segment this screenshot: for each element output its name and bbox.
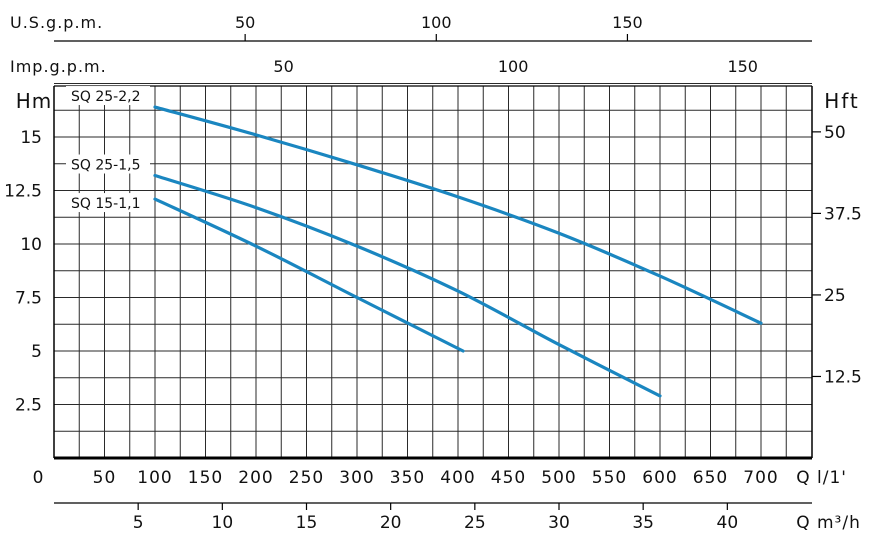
bottom-tick-label: 50 <box>93 468 117 488</box>
bottom-zero-label: 0 <box>33 468 44 488</box>
bottom-tick-label: 550 <box>592 468 627 488</box>
series-label-sq-15-1-1: SQ 15-1,1 <box>71 196 141 212</box>
us-gpm-tick-label: 150 <box>612 13 643 32</box>
bottom-tick-label: 600 <box>642 468 677 488</box>
bottom-tick-label: 700 <box>743 468 778 488</box>
right-axis-label: Hft <box>824 89 860 113</box>
left-tick-label: 15 <box>20 128 42 148</box>
m3h-tick-label: 20 <box>380 513 402 533</box>
us-gpm-tick-label: 100 <box>421 13 452 32</box>
series-label-bg <box>66 193 150 213</box>
imp-gpm-tick-label: 150 <box>727 57 758 76</box>
bottom-unit-label: l/1' <box>817 468 847 488</box>
bottom-tick-label: 400 <box>440 468 475 488</box>
bottom-tick-label: 250 <box>289 468 324 488</box>
left-tick-label: 12.5 <box>4 182 42 202</box>
grid <box>53 34 821 510</box>
bottom-tick-label: 200 <box>238 468 273 488</box>
m3h-tick-label: 35 <box>632 513 654 533</box>
bottom-tick-label: 100 <box>137 468 172 488</box>
imp-gpm-tick-label: 50 <box>273 57 293 76</box>
series-label-sq-25-1-5: SQ 25-1,5 <box>71 158 141 174</box>
curve-sq-15-1-1 <box>153 197 465 353</box>
right-tick-label: 50 <box>824 123 846 143</box>
left-tick-label: 7.5 <box>15 289 42 309</box>
right-tick-label: 37.5 <box>824 204 862 224</box>
m3h-tick-label: 5 <box>133 513 144 533</box>
curve-sq-25-2-2 <box>153 105 763 325</box>
curve-sq-25-1-5 <box>153 173 662 398</box>
m3h-q-label: Q <box>796 513 809 533</box>
series-label-bg <box>66 86 150 106</box>
left-tick-label: 2.5 <box>15 396 42 416</box>
series-label-bg <box>66 154 150 174</box>
m3h-tick-label: 25 <box>464 513 486 533</box>
m3h-tick-label: 15 <box>296 513 318 533</box>
m3h-unit-label: m³/h <box>817 513 861 533</box>
series-label-sq-25-2-2: SQ 25-2,2 <box>71 89 141 105</box>
bottom-tick-label: 500 <box>541 468 576 488</box>
curves <box>153 105 763 398</box>
left-axis-label: Hm <box>16 89 53 113</box>
imp-gpm-tick-label: 100 <box>498 57 529 76</box>
right-tick-label: 12.5 <box>824 367 862 387</box>
left-tick-label: 10 <box>20 235 42 255</box>
left-tick-label: 5 <box>31 342 42 362</box>
right-tick-label: 25 <box>824 286 846 306</box>
bottom-tick-label: 150 <box>188 468 223 488</box>
m3h-tick-label: 10 <box>212 513 234 533</box>
imp-gpm-label: Imp.g.p.m. <box>10 57 107 76</box>
bottom-tick-label: 450 <box>491 468 526 488</box>
bottom-tick-label: 300 <box>339 468 374 488</box>
m3h-tick-label: 40 <box>717 513 739 533</box>
m3h-tick-label: 30 <box>548 513 570 533</box>
us-gpm-label: U.S.g.p.m. <box>10 13 103 32</box>
bottom-tick-label: 350 <box>390 468 425 488</box>
bottom-tick-label: 650 <box>693 468 728 488</box>
bottom-q-label: Q <box>796 468 809 488</box>
us-gpm-tick-label: 50 <box>235 13 255 32</box>
